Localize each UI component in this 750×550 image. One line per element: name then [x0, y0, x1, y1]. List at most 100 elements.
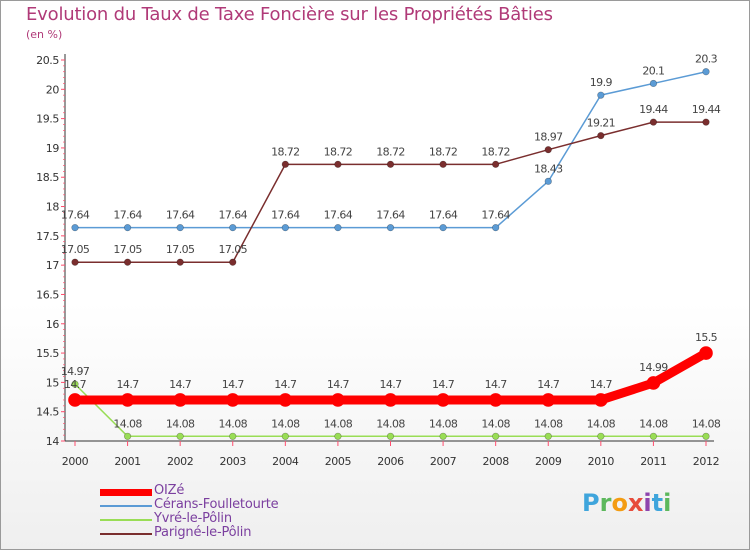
data-label: 17.64: [429, 209, 458, 222]
data-point: [594, 393, 608, 407]
legend-label: Yvré-le-Pôlin: [154, 511, 232, 526]
data-point: [123, 432, 132, 440]
data-point: [176, 432, 184, 440]
data-label: 17.05: [166, 243, 195, 256]
data-point: [386, 432, 395, 440]
logo-letter: P: [582, 489, 600, 517]
data-point: [597, 432, 605, 440]
data-point: [334, 224, 342, 232]
data-point: [71, 224, 79, 232]
series-line: [70, 348, 711, 405]
data-label: 14.7: [117, 378, 140, 391]
y-tick-label: 20: [46, 83, 60, 96]
y-tick-label: 18: [46, 201, 60, 214]
data-label: 14.7: [274, 378, 297, 391]
data-point: [702, 118, 710, 126]
y-tick-label: 16.5: [36, 288, 59, 301]
x-tick-label: 2004: [272, 455, 299, 468]
data-label: 14.08: [481, 417, 510, 430]
data-label: 14.7: [590, 378, 613, 391]
logo-letter: i: [663, 489, 672, 517]
data-label: 15.5: [695, 331, 718, 344]
data-point: [488, 393, 503, 407]
y-tick-label: 19.5: [36, 113, 59, 126]
data-point: [436, 393, 450, 407]
data-point: [544, 432, 552, 440]
data-label: 19.44: [692, 103, 721, 116]
data-label: 17.05: [61, 243, 90, 256]
data-label: 14.08: [219, 417, 248, 430]
data-label: 14.7: [537, 378, 560, 391]
data-point: [334, 160, 342, 168]
data-label: 18.72: [324, 145, 353, 158]
data-label: 17.64: [324, 209, 353, 222]
data-label: 18.72: [429, 145, 458, 158]
data-point: [123, 258, 132, 266]
data-point: [334, 432, 342, 440]
data-label: 14.08: [534, 417, 563, 430]
y-tick-label: 15: [46, 376, 60, 389]
data-point: [229, 224, 237, 232]
legend-swatch: [100, 489, 152, 496]
data-point: [331, 393, 345, 407]
data-point: [229, 258, 237, 266]
data-point: [176, 258, 184, 266]
data-label: 14.08: [166, 417, 195, 430]
data-label: 14.08: [376, 417, 405, 430]
data-point: [386, 160, 395, 168]
data-label: 14.08: [271, 417, 300, 430]
x-tick-label: 2011: [640, 455, 666, 468]
data-point: [649, 118, 658, 126]
y-tick-label: 20.5: [36, 54, 59, 67]
data-point: [544, 177, 552, 185]
x-tick-label: 2010: [588, 455, 615, 468]
x-tick-label: 2003: [220, 455, 247, 468]
y-unit-label: (en %): [26, 28, 63, 41]
data-label: 18.72: [481, 145, 510, 158]
data-label: 14.7: [485, 378, 508, 391]
logo-letter: t: [651, 489, 664, 517]
data-point: [649, 79, 658, 88]
y-tick-label: 14: [46, 435, 60, 448]
y-tick-label: 15.5: [36, 347, 59, 360]
data-point: [439, 432, 447, 440]
logo-letter: x: [627, 489, 644, 517]
data-point: [383, 393, 398, 407]
x-tick-label: 2005: [325, 455, 352, 468]
data-label: 14.08: [587, 417, 616, 430]
data-point: [229, 432, 237, 440]
chart-title: Evolution du Taux de Taxe Foncière sur l…: [26, 4, 553, 25]
y-tick-label: 18.5: [36, 171, 59, 184]
y-tick-label: 17.5: [36, 230, 59, 243]
data-label: 14.7: [379, 378, 402, 391]
data-label: 14.7: [222, 378, 245, 391]
data-point: [492, 160, 500, 168]
data-label: 19.21: [587, 117, 616, 130]
data-label: 14.99: [639, 361, 668, 374]
data-label: 17.64: [481, 209, 510, 222]
x-tick-label: 2012: [693, 455, 719, 468]
logo-letter: i: [643, 489, 652, 517]
data-point: [278, 393, 293, 407]
data-point: [646, 376, 661, 390]
data-label: 17.64: [219, 209, 248, 222]
data-label: 14.08: [429, 417, 458, 430]
data-point: [281, 160, 289, 168]
data-point: [702, 432, 710, 440]
y-tick-label: 16: [46, 318, 60, 331]
data-label: 17.64: [61, 209, 90, 222]
data-point: [439, 224, 447, 232]
series-line: [74, 121, 707, 263]
data-label: 17.64: [376, 209, 405, 222]
x-tick-label: 2008: [482, 455, 509, 468]
legend-swatch: [100, 505, 152, 507]
data-label: 14.7: [327, 378, 350, 391]
data-point: [702, 68, 710, 76]
data-label: 19.9: [590, 76, 613, 89]
data-point: [541, 393, 556, 407]
data-point: [71, 258, 79, 266]
proxiti-logo: Proxiti: [582, 489, 671, 517]
logo-letter: r: [599, 489, 612, 517]
